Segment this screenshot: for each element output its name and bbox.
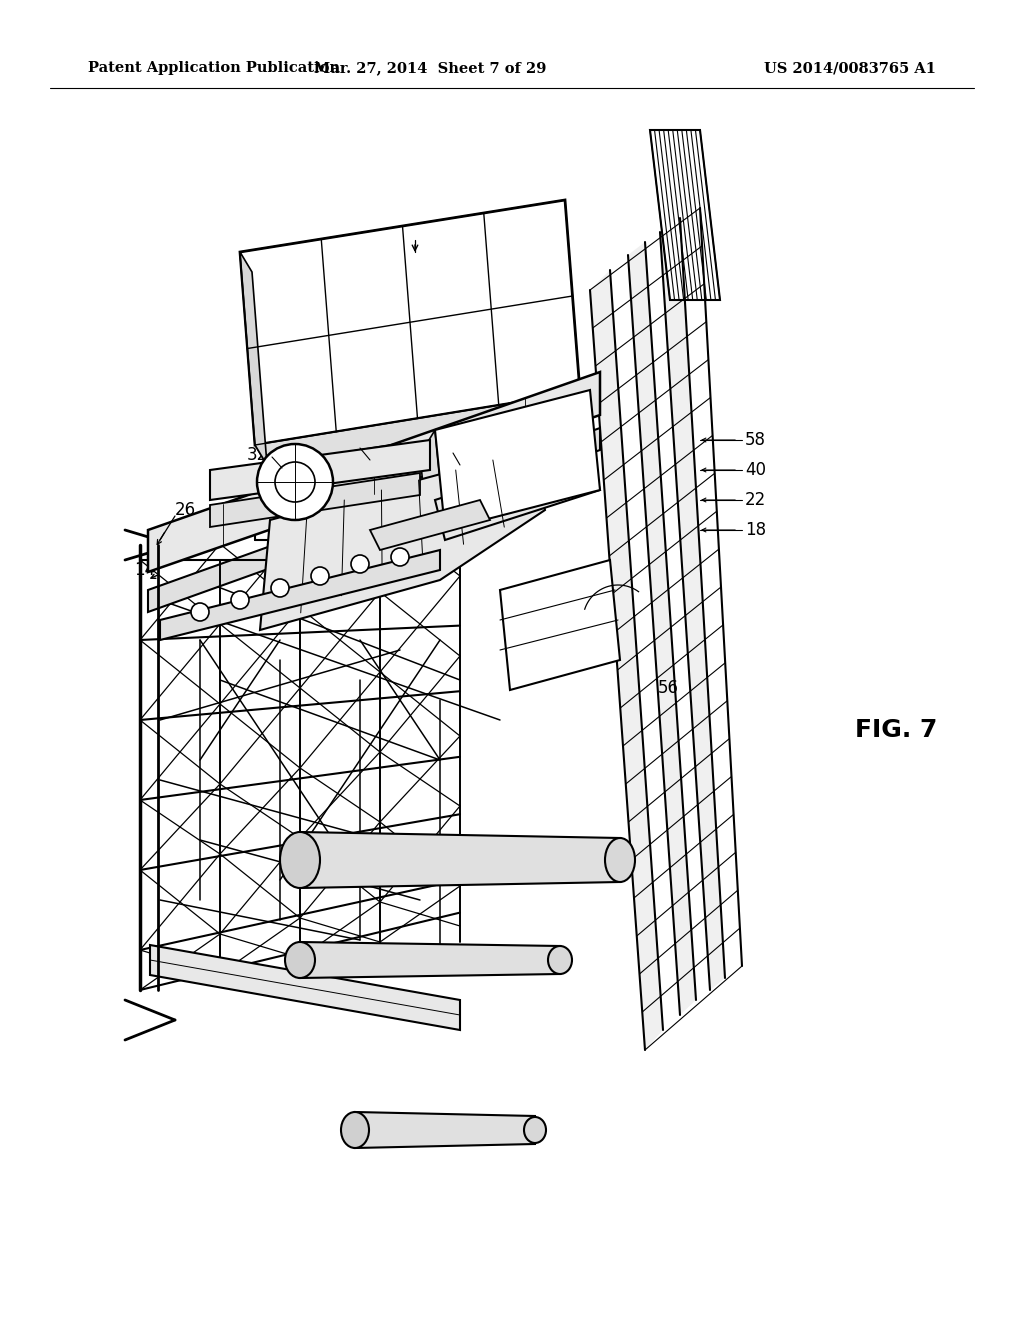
Polygon shape	[300, 832, 620, 888]
Ellipse shape	[548, 946, 572, 974]
Polygon shape	[210, 473, 420, 527]
Text: US 2014/0083765 A1: US 2014/0083765 A1	[764, 61, 936, 75]
Ellipse shape	[280, 832, 319, 888]
Circle shape	[191, 603, 209, 620]
Text: 22: 22	[745, 491, 766, 510]
Polygon shape	[150, 945, 460, 1030]
Ellipse shape	[341, 1111, 369, 1148]
Polygon shape	[240, 252, 267, 465]
Circle shape	[311, 568, 329, 585]
Circle shape	[231, 591, 249, 609]
Polygon shape	[435, 389, 600, 531]
Text: 16: 16	[341, 436, 362, 454]
Circle shape	[275, 462, 315, 502]
Polygon shape	[645, 232, 710, 1001]
Text: FIG. 7: FIG. 7	[855, 718, 937, 742]
Ellipse shape	[285, 942, 315, 978]
Polygon shape	[370, 500, 490, 550]
Ellipse shape	[524, 1117, 546, 1143]
Polygon shape	[590, 271, 663, 1049]
Polygon shape	[355, 1111, 535, 1148]
Text: 26: 26	[175, 502, 197, 519]
Polygon shape	[650, 129, 720, 300]
Text: Mar. 27, 2014  Sheet 7 of 29: Mar. 27, 2014 Sheet 7 of 29	[313, 61, 546, 75]
Circle shape	[271, 579, 289, 597]
Text: 32: 32	[247, 446, 268, 465]
Text: Patent Application Publication: Patent Application Publication	[88, 61, 340, 75]
Polygon shape	[240, 201, 580, 445]
Circle shape	[257, 444, 333, 520]
Polygon shape	[500, 560, 620, 690]
Text: 58: 58	[745, 432, 766, 449]
Text: 18: 18	[745, 521, 766, 539]
Polygon shape	[148, 372, 600, 572]
Text: 14: 14	[134, 561, 155, 579]
Polygon shape	[148, 428, 600, 612]
Circle shape	[351, 554, 369, 573]
Text: 46: 46	[404, 223, 426, 242]
Circle shape	[391, 548, 409, 566]
Text: 56: 56	[658, 678, 679, 697]
Polygon shape	[255, 392, 592, 465]
Polygon shape	[610, 255, 680, 1030]
Ellipse shape	[605, 838, 635, 882]
Polygon shape	[420, 430, 445, 554]
Polygon shape	[160, 550, 440, 640]
Polygon shape	[628, 242, 696, 1015]
Polygon shape	[300, 942, 560, 978]
Polygon shape	[210, 440, 430, 500]
Polygon shape	[260, 450, 545, 630]
Polygon shape	[680, 209, 742, 978]
Text: 24: 24	[439, 440, 461, 457]
Polygon shape	[435, 450, 600, 540]
Text: 40: 40	[745, 461, 766, 479]
Polygon shape	[660, 218, 725, 990]
